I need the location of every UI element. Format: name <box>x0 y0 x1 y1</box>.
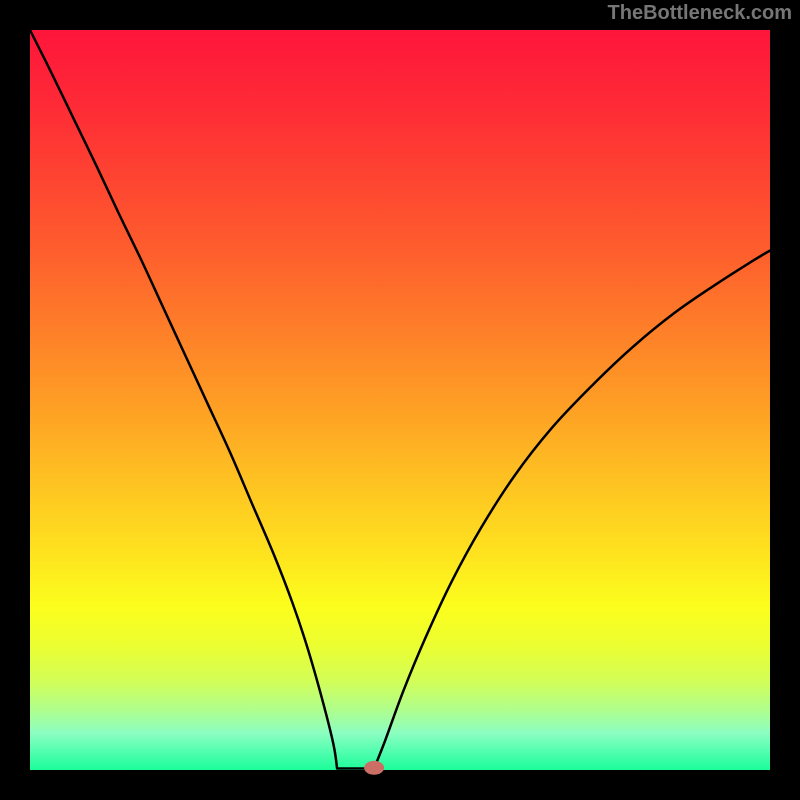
attribution-text: TheBottleneck.com <box>608 2 792 25</box>
plot-area <box>30 30 770 770</box>
optimal-marker <box>364 761 384 775</box>
